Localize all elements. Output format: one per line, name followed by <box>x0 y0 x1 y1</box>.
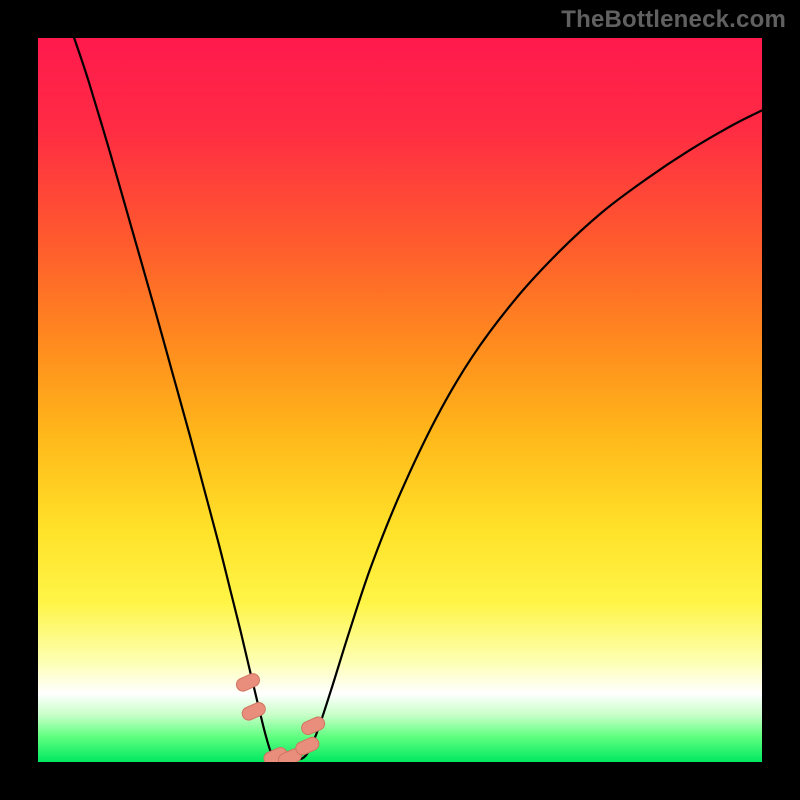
chart-svg <box>38 38 762 762</box>
frame: TheBottleneck.com <box>0 0 800 800</box>
watermark-text: TheBottleneck.com <box>561 6 786 34</box>
chart-plot-area <box>38 38 762 762</box>
chart-background <box>38 38 762 762</box>
